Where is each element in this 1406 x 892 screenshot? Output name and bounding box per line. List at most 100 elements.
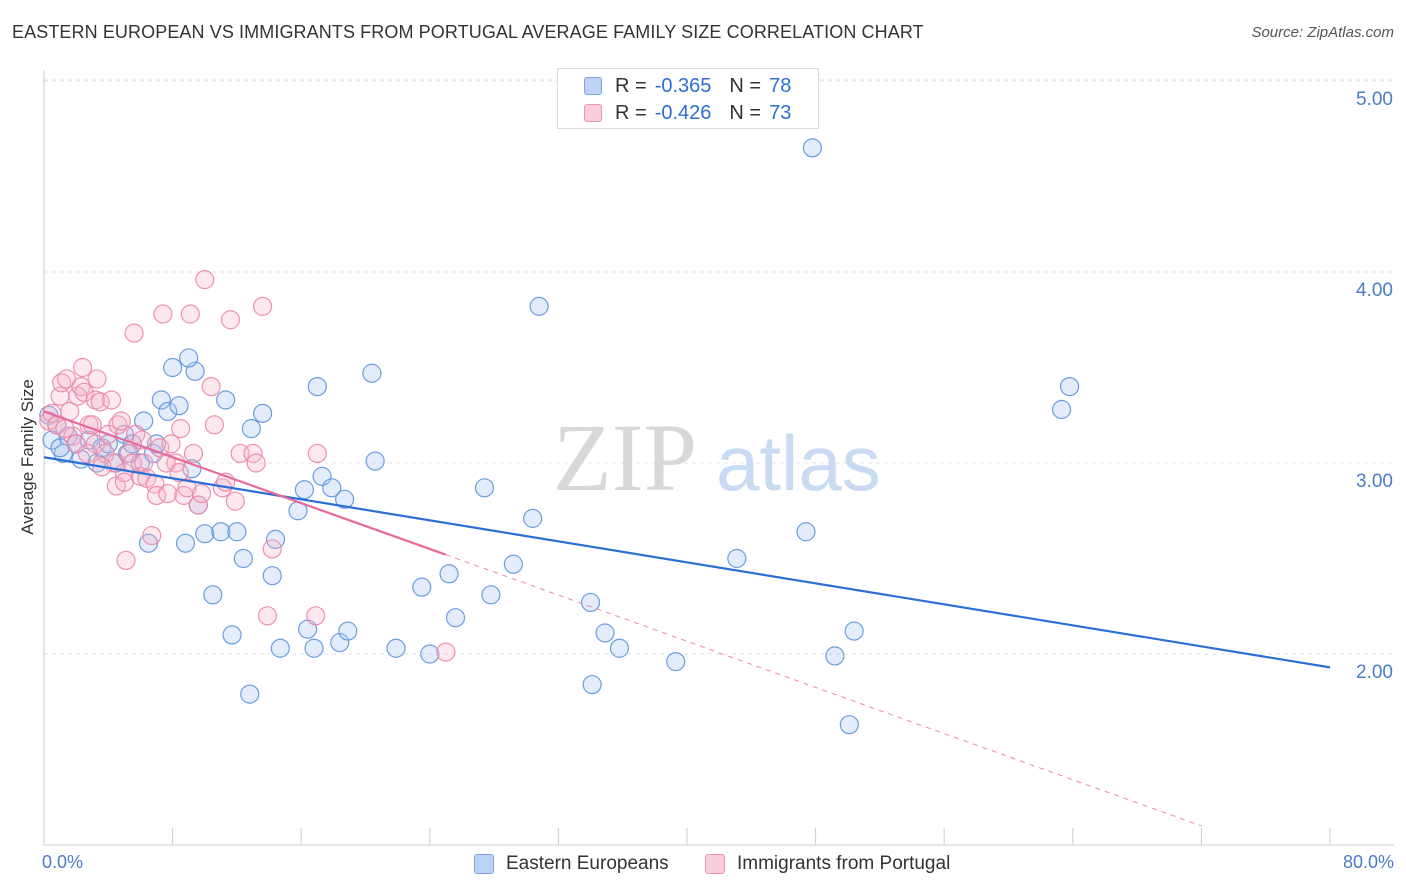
- eastern-point-39: [270, 638, 290, 658]
- portugal-point-11: [74, 382, 94, 402]
- portugal-point-27: [116, 550, 136, 571]
- eastern-point-64: [609, 638, 630, 658]
- eastern-point-59: [523, 508, 543, 528]
- portugal-point-35: [142, 525, 162, 546]
- eastern-point-43: [304, 638, 324, 658]
- series-swatch-portugal: [705, 854, 725, 874]
- legend-row-portugal: R = -0.426 N = 73: [584, 100, 791, 126]
- legend-n-label: N =: [729, 101, 762, 124]
- eastern-point-47: [330, 632, 350, 653]
- portugal-point-66: [111, 411, 131, 431]
- portugal-point-41: [161, 434, 181, 454]
- eastern-point-50: [362, 363, 382, 383]
- x-tick-label-min: 0.0%: [42, 852, 84, 872]
- eastern-point-73: [1059, 377, 1080, 397]
- legend-row-eastern: R = -0.365 N = 78: [584, 73, 791, 99]
- portugal-point-43: [171, 419, 191, 439]
- eastern-point-76: [179, 348, 199, 368]
- y-tick-label-2: 4.00: [1356, 280, 1393, 301]
- eastern-point-27: [195, 524, 215, 544]
- y-tick-label-3: 5.00: [1356, 89, 1393, 110]
- portugal-point-49: [195, 270, 215, 290]
- eastern-point-56: [474, 478, 495, 498]
- y-tick-label-1: 3.00: [1356, 471, 1393, 492]
- portugal-point-53: [220, 310, 241, 330]
- eastern-point-31: [222, 625, 242, 645]
- portugal-point-39: [153, 304, 173, 324]
- eastern-point-48: [335, 489, 355, 509]
- portugal-points: [39, 270, 456, 662]
- series-legend-portugal: Immigrants from Portugal: [705, 852, 950, 876]
- portugal-point-63: [55, 419, 75, 439]
- legend-n-label: N =: [729, 74, 762, 97]
- eastern-point-34: [241, 419, 261, 439]
- eastern-point-63: [595, 623, 615, 643]
- eastern-point-32: [227, 522, 247, 542]
- portugal-point-46: [180, 304, 200, 324]
- portugal-point-10: [71, 377, 91, 397]
- eastern-point-19: [151, 390, 171, 410]
- series-legend-eastern: Eastern Europeans: [474, 852, 669, 876]
- eastern-point-53: [412, 577, 432, 597]
- trend-lines: [43, 410, 1331, 827]
- portugal-point-40: [158, 483, 178, 504]
- eastern-trend-line: [43, 456, 1331, 669]
- portugal-point-12: [72, 357, 93, 378]
- eastern-point-51: [365, 451, 385, 471]
- portugal-point-47: [183, 443, 204, 464]
- portugal-point-50: [201, 377, 221, 397]
- eastern-point-69: [825, 646, 845, 666]
- portugal-point-59: [262, 539, 282, 559]
- correlation-legend: R = -0.365 N = 78 R = -0.426 N = 73: [557, 68, 819, 129]
- eastern-point-1: [42, 430, 62, 450]
- y-tick-labels: 2.00 3.00 4.00 5.00: [1356, 89, 1393, 683]
- portugal-trend-line: [43, 410, 447, 556]
- portugal-point-31: [124, 323, 144, 343]
- eastern-point-37: [262, 566, 282, 586]
- legend-r-label: R =: [615, 101, 647, 124]
- portugal-point-72: [246, 453, 266, 473]
- portugal-point-70: [191, 483, 212, 504]
- portugal-point-60: [306, 606, 326, 626]
- y-tick-label-0: 2.00: [1356, 662, 1393, 683]
- portugal-point-26: [114, 472, 134, 492]
- legend-r-label: R =: [615, 74, 647, 97]
- eastern-point-60: [529, 296, 549, 316]
- legend-r-value-portugal: -0.426: [654, 101, 712, 124]
- eastern-point-41: [294, 480, 315, 500]
- eastern-point-36: [253, 403, 273, 423]
- portugal-point-45: [177, 478, 197, 498]
- portugal-point-23: [101, 390, 122, 410]
- series-swatch-eastern: [474, 854, 494, 874]
- legend-swatch-portugal: [584, 104, 602, 122]
- eastern-point-30: [216, 390, 236, 410]
- eastern-point-46: [322, 478, 342, 498]
- portugal-point-33: [134, 453, 154, 473]
- eastern-point-66: [727, 548, 747, 569]
- eastern-point-68: [802, 138, 822, 158]
- eastern-point-23: [175, 533, 196, 553]
- portugal-point-58: [257, 606, 278, 626]
- legend-swatch-eastern: [584, 77, 602, 95]
- eastern-point-49: [338, 621, 358, 641]
- watermark-zip: ZIP: [553, 404, 697, 511]
- portugal-point-64: [77, 443, 98, 464]
- chart-title: EASTERN EUROPEAN VS IMMIGRANTS FROM PORT…: [12, 22, 924, 42]
- portugal-point-57: [253, 296, 273, 316]
- eastern-point-74: [50, 438, 70, 458]
- series-name-portugal: Immigrants from Portugal: [737, 853, 951, 874]
- eastern-point-52: [386, 638, 406, 658]
- portugal-point-61: [307, 443, 327, 464]
- legend-n-value-portugal: 73: [769, 101, 792, 124]
- eastern-point-61: [580, 592, 601, 613]
- eastern-point-20: [158, 401, 178, 422]
- portugal-point-17: [87, 369, 107, 389]
- legend-n-value-eastern: 78: [769, 74, 792, 97]
- eastern-point-29: [211, 522, 231, 542]
- portugal-point-54: [225, 491, 245, 511]
- eastern-point-55: [445, 608, 466, 628]
- eastern-point-62: [582, 674, 602, 695]
- eastern-point-65: [666, 652, 686, 672]
- eastern-point-44: [307, 377, 327, 397]
